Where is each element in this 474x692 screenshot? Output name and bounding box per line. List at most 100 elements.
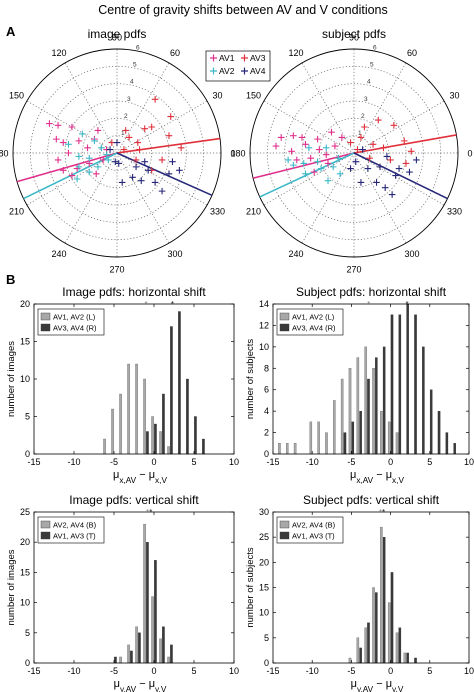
mean-marker: * bbox=[382, 508, 385, 517]
point-av4 bbox=[381, 184, 389, 191]
y-tick-label: 10 bbox=[20, 598, 30, 608]
y-tick-label: 15 bbox=[20, 567, 30, 577]
polar-angle-label: 270 bbox=[346, 265, 361, 275]
polar-ring bbox=[318, 117, 390, 189]
bar-light bbox=[119, 656, 122, 664]
polar-angle-label: 330 bbox=[210, 207, 225, 217]
y-tick-label: 5 bbox=[25, 412, 30, 422]
point-av3 bbox=[158, 156, 166, 164]
point-av3 bbox=[141, 125, 149, 133]
y-axis-label: number of subjects bbox=[245, 547, 256, 628]
polar-angle-label: 330 bbox=[447, 207, 462, 217]
bar-light bbox=[111, 408, 114, 455]
polar-radial-label: 5 bbox=[133, 62, 137, 69]
bar-dark bbox=[375, 357, 378, 455]
y-tick-label: 0 bbox=[264, 449, 269, 459]
bar-light bbox=[395, 432, 399, 455]
polar-angle-label: 300 bbox=[167, 249, 182, 259]
point-av2 bbox=[73, 175, 81, 183]
point-av1 bbox=[54, 121, 62, 129]
x-axis-label: μx,AV − μx,V bbox=[350, 469, 404, 485]
point-av1 bbox=[46, 120, 53, 127]
bar-dark bbox=[382, 346, 386, 455]
bar-light bbox=[103, 438, 106, 455]
mean-marker: * bbox=[406, 300, 409, 309]
point-av2 bbox=[300, 160, 308, 167]
x-tick-label: -10 bbox=[306, 666, 319, 676]
point-av1 bbox=[307, 154, 314, 162]
point-av4 bbox=[352, 158, 360, 165]
point-av1 bbox=[53, 135, 60, 143]
bar-light bbox=[356, 357, 360, 455]
axes-box bbox=[272, 303, 470, 455]
point-av3 bbox=[125, 134, 133, 141]
bar-light bbox=[387, 421, 391, 455]
bar-light bbox=[356, 637, 360, 664]
bar-light bbox=[403, 652, 407, 664]
x-axis-label: μy,AV − μy,V bbox=[114, 678, 167, 692]
point-av1 bbox=[293, 156, 301, 164]
point-av4 bbox=[169, 158, 176, 165]
point-av3 bbox=[390, 121, 398, 129]
legend-label-av3: AV3 bbox=[250, 53, 266, 63]
polar-angle-label: 180 bbox=[0, 149, 9, 159]
bar-dark bbox=[367, 622, 370, 664]
polar-spoke bbox=[301, 152, 355, 244]
point-av1 bbox=[94, 127, 102, 134]
point-av1 bbox=[68, 172, 76, 179]
bar-light bbox=[395, 632, 399, 664]
x-axis-label: μx,AV − μx,V bbox=[113, 469, 167, 485]
y-tick-label: 20 bbox=[259, 557, 269, 567]
point-av2 bbox=[91, 137, 98, 145]
point-av1 bbox=[328, 128, 335, 136]
point-av2 bbox=[324, 177, 332, 185]
bar-dark bbox=[130, 650, 133, 664]
bar-dark bbox=[375, 592, 378, 664]
x-tick-label: 5 bbox=[191, 666, 196, 676]
point-av1 bbox=[68, 123, 76, 131]
bar-light bbox=[348, 368, 352, 455]
mean-marker: * bbox=[171, 300, 174, 309]
bar-light bbox=[135, 626, 138, 664]
point-av1 bbox=[338, 134, 346, 141]
legend-swatch bbox=[279, 531, 290, 540]
bar-dark bbox=[138, 632, 141, 664]
y-axis-label: number of images bbox=[6, 549, 17, 625]
point-av4 bbox=[115, 160, 123, 167]
point-av1 bbox=[324, 160, 332, 167]
point-av3 bbox=[165, 132, 173, 139]
bar-dark bbox=[170, 644, 173, 664]
point-av3 bbox=[366, 154, 373, 162]
bar-light bbox=[348, 657, 352, 664]
point-av1 bbox=[322, 151, 330, 159]
polar-angle-label: 210 bbox=[9, 207, 24, 217]
point-av2 bbox=[65, 141, 72, 148]
point-av1 bbox=[288, 147, 295, 155]
point-av1 bbox=[310, 168, 318, 176]
polar-angle-label: 270 bbox=[109, 265, 124, 275]
y-tick-label: 0 bbox=[264, 658, 269, 668]
point-av2 bbox=[336, 170, 344, 178]
point-av4 bbox=[113, 139, 121, 146]
fit-line-av3 bbox=[116, 137, 221, 154]
y-tick-label: 2 bbox=[264, 428, 269, 438]
bar-dark bbox=[359, 410, 362, 455]
polar-angle-label: 120 bbox=[51, 48, 66, 58]
legend-marker-av1 bbox=[210, 54, 217, 62]
bar-light bbox=[387, 602, 391, 664]
polar-legend-box bbox=[205, 50, 271, 82]
bar-dark bbox=[186, 378, 189, 455]
x-tick-label: 5 bbox=[191, 457, 196, 467]
point-av3 bbox=[387, 156, 394, 164]
y-tick-label: 4 bbox=[264, 406, 269, 416]
bar-dark bbox=[343, 432, 347, 455]
legend-label: AV2, AV4 (B) bbox=[292, 521, 336, 530]
mean-marker: * bbox=[379, 508, 382, 517]
point-av1 bbox=[314, 135, 321, 143]
point-av4 bbox=[129, 173, 136, 181]
bar-light bbox=[278, 443, 281, 455]
legend-label: AV1, AV3 (T) bbox=[292, 532, 335, 541]
legend-label-av4: AV4 bbox=[250, 66, 266, 76]
polar-chart-image-pdfs: image pdfs906030033030027024021018015012… bbox=[0, 27, 236, 275]
